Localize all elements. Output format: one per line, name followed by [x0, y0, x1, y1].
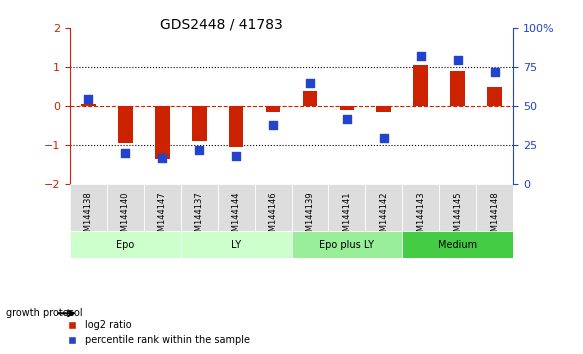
FancyBboxPatch shape [70, 184, 107, 231]
Bar [450, 71, 465, 106]
Legend: log2 ratio, percentile rank within the sample: log2 ratio, percentile rank within the s… [63, 316, 254, 349]
Text: GSM144138: GSM144138 [84, 192, 93, 242]
Text: GSM144139: GSM144139 [305, 192, 314, 242]
Bar [229, 106, 244, 147]
Text: GSM144137: GSM144137 [195, 192, 203, 242]
FancyBboxPatch shape [402, 184, 439, 231]
Point [121, 150, 130, 156]
Point [231, 153, 241, 159]
Text: GSM144140: GSM144140 [121, 192, 130, 242]
FancyBboxPatch shape [366, 184, 402, 231]
Text: GSM144148: GSM144148 [490, 192, 499, 242]
Text: GSM144141: GSM144141 [342, 192, 352, 242]
FancyBboxPatch shape [292, 184, 328, 231]
Bar [155, 106, 170, 159]
Bar [487, 87, 502, 106]
Bar [377, 106, 391, 112]
Point [342, 116, 352, 122]
Point [379, 135, 388, 140]
FancyBboxPatch shape [255, 184, 292, 231]
Text: GDS2448 / 41783: GDS2448 / 41783 [160, 18, 283, 32]
Point [453, 57, 462, 62]
Point [84, 96, 93, 101]
Text: Epo: Epo [116, 240, 135, 250]
FancyBboxPatch shape [144, 184, 181, 231]
FancyBboxPatch shape [70, 231, 181, 258]
Text: GSM144146: GSM144146 [269, 192, 278, 242]
FancyBboxPatch shape [217, 184, 255, 231]
Text: growth protocol: growth protocol [6, 308, 82, 318]
Point [195, 147, 204, 153]
Bar [303, 91, 317, 106]
Text: GSM144144: GSM144144 [231, 192, 241, 242]
FancyBboxPatch shape [476, 184, 513, 231]
FancyBboxPatch shape [439, 184, 476, 231]
Point [268, 122, 278, 128]
Point [490, 69, 499, 75]
Text: LY: LY [231, 240, 241, 250]
Bar [339, 106, 354, 110]
Bar [413, 65, 428, 106]
Text: Medium: Medium [438, 240, 477, 250]
Bar [81, 104, 96, 106]
Bar [118, 106, 133, 143]
Point [416, 53, 426, 59]
Text: Epo plus LY: Epo plus LY [319, 240, 374, 250]
Bar [192, 106, 206, 141]
Point [305, 80, 315, 86]
FancyBboxPatch shape [107, 184, 144, 231]
FancyBboxPatch shape [292, 231, 402, 258]
Bar [266, 106, 280, 112]
Text: GSM144142: GSM144142 [380, 192, 388, 242]
Text: GSM144145: GSM144145 [453, 192, 462, 242]
FancyBboxPatch shape [328, 184, 366, 231]
FancyBboxPatch shape [402, 231, 513, 258]
Text: GSM144147: GSM144147 [158, 192, 167, 242]
Text: GSM144143: GSM144143 [416, 192, 425, 242]
FancyBboxPatch shape [181, 184, 217, 231]
Point [157, 155, 167, 161]
FancyBboxPatch shape [181, 231, 292, 258]
